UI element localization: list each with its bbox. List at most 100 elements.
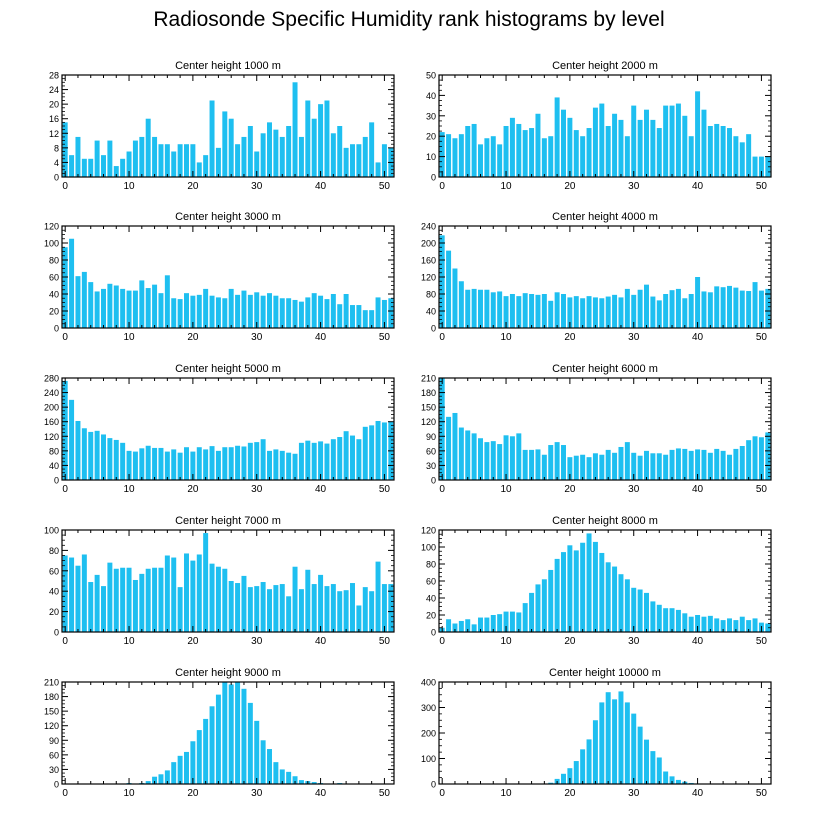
histogram-bar	[567, 545, 573, 632]
x-tick-label: 20	[187, 484, 199, 495]
x-tick-label: 50	[756, 181, 768, 192]
x-tick-label: 20	[187, 636, 199, 647]
y-tick-label: 120	[421, 526, 436, 536]
histogram-bar	[682, 448, 688, 480]
histogram-bar	[548, 300, 554, 328]
histogram-bar	[720, 287, 726, 328]
histogram-bar	[388, 298, 394, 328]
histogram-bar	[439, 132, 445, 177]
histogram-bar	[375, 297, 381, 328]
y-tick-label: 40	[49, 461, 59, 471]
histogram-bar	[529, 592, 535, 632]
x-tick-label: 20	[564, 181, 576, 192]
histogram-bar	[235, 681, 241, 784]
histogram-bar	[707, 452, 713, 480]
histogram-bar	[650, 296, 656, 328]
histogram-bar	[196, 294, 202, 328]
histogram-bar	[286, 452, 292, 480]
x-tick-label: 20	[564, 636, 576, 647]
y-tick-label: 0	[54, 324, 59, 334]
histogram-bar	[222, 447, 228, 480]
histogram-bar	[599, 702, 605, 784]
histogram-bar	[177, 299, 183, 328]
histogram-bar	[120, 158, 126, 177]
histogram-panel-2: Center height 2000 m 0 10 20 30 40 50 0 10 20 30 40…	[426, 60, 772, 192]
x-tick-label: 40	[692, 636, 704, 647]
histogram-bar	[247, 587, 253, 632]
histogram-bar	[235, 445, 241, 480]
histogram-bar	[580, 298, 586, 328]
histogram-bar	[88, 582, 94, 632]
histogram-bar	[503, 435, 509, 480]
histogram-bar	[497, 291, 503, 328]
y-tick-label: 8	[54, 143, 59, 153]
histogram-bar	[350, 144, 355, 177]
histogram-bar	[164, 275, 170, 328]
histogram-bar	[343, 590, 349, 632]
x-tick-label: 50	[756, 788, 768, 799]
histogram-bar	[184, 144, 189, 177]
histogram-bar	[765, 156, 771, 177]
histogram-bar	[573, 130, 579, 177]
histogram-bar	[516, 296, 522, 329]
y-tick-label: 160	[421, 256, 436, 266]
histogram-bar	[381, 584, 387, 632]
y-tick-label: 0	[54, 628, 59, 638]
y-tick-label: 0	[54, 780, 59, 790]
histogram-bar	[69, 238, 75, 328]
histogram-bar	[279, 584, 285, 632]
histogram-bar	[324, 443, 330, 480]
histogram-bar	[465, 619, 471, 632]
histogram-bar	[567, 457, 573, 480]
y-tick-label: 0	[431, 324, 436, 334]
histogram-bar	[311, 293, 317, 328]
histogram-bar	[580, 454, 586, 480]
histogram-bar	[624, 579, 630, 632]
histogram-bar	[177, 452, 183, 480]
histogram-bar	[101, 155, 106, 177]
histogram-bar	[484, 138, 490, 177]
histogram-bar	[101, 434, 106, 480]
histogram-bar	[190, 741, 196, 784]
histogram-bar	[580, 542, 586, 632]
histogram-bar	[739, 616, 745, 632]
histogram-bar	[132, 451, 138, 480]
histogram-bar	[631, 713, 637, 784]
histogram-bar	[554, 558, 560, 632]
histogram-bar	[682, 298, 688, 328]
histogram-bar	[644, 739, 649, 784]
histogram-bar	[714, 618, 720, 632]
histogram-bar	[203, 288, 209, 328]
x-tick-label: 0	[62, 484, 68, 495]
histogram-bar	[522, 293, 528, 328]
histogram-bar	[580, 136, 586, 177]
histogram-bar	[369, 591, 375, 632]
histogram-bar	[69, 399, 75, 480]
histogram-bar	[471, 624, 477, 632]
histogram-bar	[688, 450, 694, 480]
histogram-bar	[305, 569, 311, 632]
histogram-bar	[452, 268, 458, 328]
x-tick-label: 20	[187, 332, 199, 343]
y-tick-label: 120	[44, 222, 59, 232]
histogram-bar	[69, 155, 75, 177]
histogram-bar	[573, 550, 579, 632]
histogram-bar	[631, 105, 637, 177]
x-tick-label: 40	[315, 484, 327, 495]
histogram-bar	[158, 447, 164, 480]
histogram-bar	[471, 433, 477, 480]
histogram-bar	[650, 119, 656, 177]
x-tick-label: 30	[628, 788, 640, 799]
histogram-bar	[663, 294, 669, 328]
histogram-bar	[267, 293, 272, 328]
histogram-bar	[113, 166, 119, 177]
y-tick-label: 20	[49, 607, 59, 617]
histogram-bar	[260, 439, 266, 480]
histogram-bar	[375, 162, 381, 177]
histogram-bar	[637, 289, 643, 328]
histogram-bar	[573, 296, 579, 329]
histogram-bar	[561, 445, 566, 480]
histogram-bar	[535, 294, 541, 328]
histogram-bar	[650, 751, 656, 784]
histogram-bar	[356, 305, 362, 328]
